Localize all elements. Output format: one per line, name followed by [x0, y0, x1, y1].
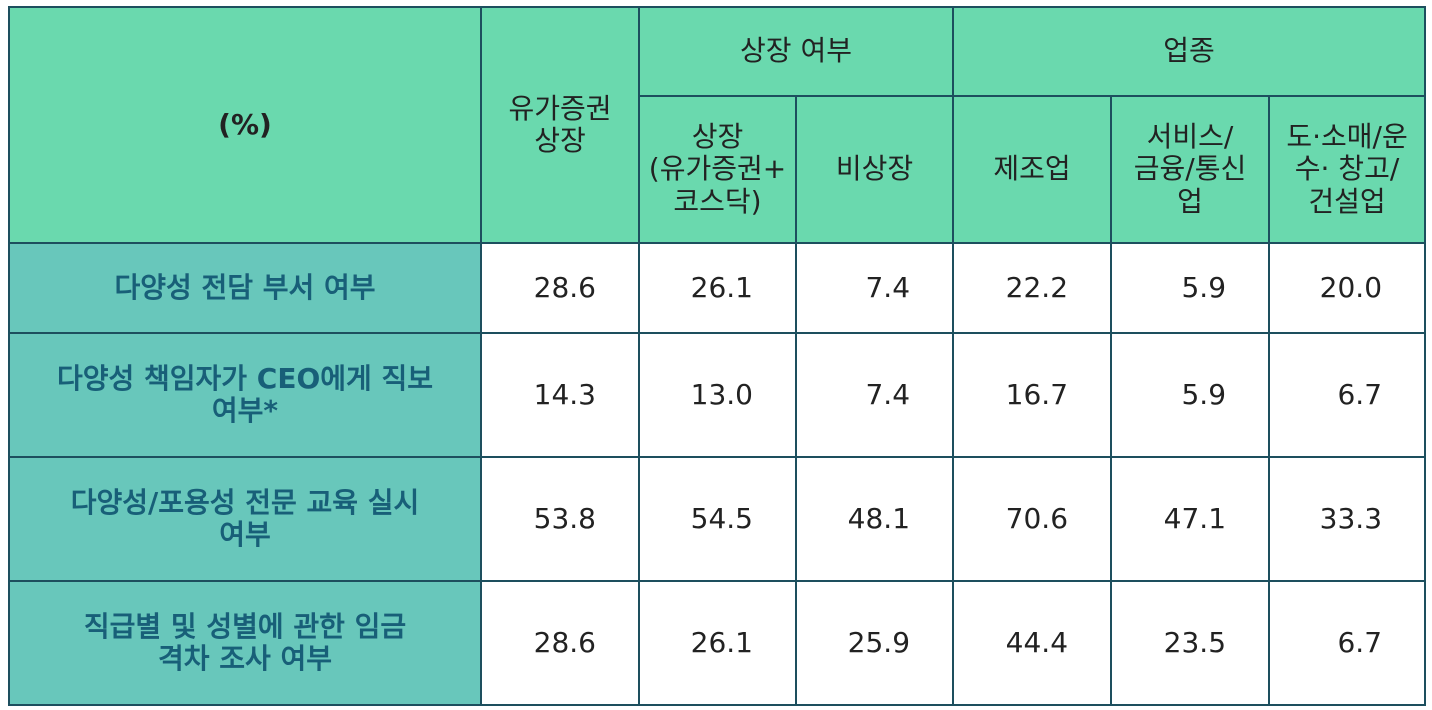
cell-value: 13.0: [638, 332, 797, 458]
group-header: 업종: [952, 6, 1427, 97]
header-row: (%) 유가증권 상장 상장 여부 업종: [8, 6, 1427, 244]
subheader: 상장 (유가증권+ 코스닥): [638, 95, 797, 244]
data-row: 다양성 전담 부서 여부 28.6 26.1 7.4 22.2 5.9 20.0: [8, 242, 1427, 334]
row-label: 직급별 및 성별에 관한 임금 격차 조사 여부: [8, 580, 482, 706]
subheader: 제조업: [952, 95, 1113, 244]
cell-value: 47.1: [1110, 456, 1271, 582]
cell-value: 22.2: [952, 242, 1113, 334]
table-head: (%) 유가증권 상장 상장 여부 업종 상장 (유가증권+ 코스닥) 비상장 제조…: [8, 6, 1427, 244]
data-row: 직급별 및 성별에 관한 임금 격차 조사 여부 28.6 26.1 25.9 44.4…: [8, 580, 1427, 706]
cell-value: 20.0: [1268, 242, 1427, 334]
table-body: 다양성 전담 부서 여부 28.6 26.1 7.4 22.2 5.9 20.0 다양성 책임…: [8, 242, 1427, 706]
data-table: (%) 유가증권 상장 상장 여부 업종 상장 (유가증권+ 코스닥) 비상장 제조…: [8, 6, 1427, 706]
cell-value: 33.3: [1268, 456, 1427, 582]
cell-value: 28.6: [480, 242, 640, 334]
group-header: 상장 여부: [637, 6, 955, 97]
cell-value: 48.1: [794, 456, 955, 582]
data-row: 다양성/포용성 전문 교육 실시 여부 53.8 54.5 48.1 70.6 47.1 3…: [8, 456, 1427, 582]
row-label: 다양성/포용성 전문 교육 실시 여부: [8, 456, 482, 582]
cell-value: 5.9: [1110, 242, 1271, 334]
cell-value: 44.4: [952, 580, 1113, 706]
cell-value: 26.1: [638, 580, 797, 706]
subheader: 서비스/ 금융/통신 업: [1110, 95, 1271, 244]
cell-value: 28.6: [480, 580, 640, 706]
cell-value: 7.4: [794, 332, 955, 458]
cell-value: 26.1: [638, 242, 797, 334]
row-label: 다양성 전담 부서 여부: [8, 242, 482, 334]
cell-value: 54.5: [638, 456, 797, 582]
cell-value: 53.8: [480, 456, 640, 582]
subheader-row: 상장 (유가증권+ 코스닥) 비상장 제조업 서비스/ 금융/통신 업 도·소매/운 수…: [9, 95, 1427, 244]
cell-value: 70.6: [952, 456, 1113, 582]
cell-value: 16.7: [952, 332, 1113, 458]
data-row: 다양성 책임자가 CEO에게 직보 여부* 14.3 13.0 7.4 16.7 5.9 6…: [8, 332, 1427, 458]
cell-value: 23.5: [1110, 580, 1271, 706]
corner-header: (%): [8, 6, 482, 244]
subheader: 도·소매/운 수· 창고/ 건설업: [1268, 95, 1427, 244]
cell-value: 6.7: [1268, 332, 1427, 458]
subheader: 비상장: [794, 95, 955, 244]
cell-value: 25.9: [794, 580, 955, 706]
cell-value: 5.9: [1110, 332, 1271, 458]
column-header: 유가증권 상장: [480, 6, 640, 244]
cell-value: 6.7: [1268, 580, 1427, 706]
cell-value: 7.4: [794, 242, 955, 334]
cell-value: 14.3: [480, 332, 640, 458]
row-label: 다양성 책임자가 CEO에게 직보 여부*: [8, 332, 482, 458]
